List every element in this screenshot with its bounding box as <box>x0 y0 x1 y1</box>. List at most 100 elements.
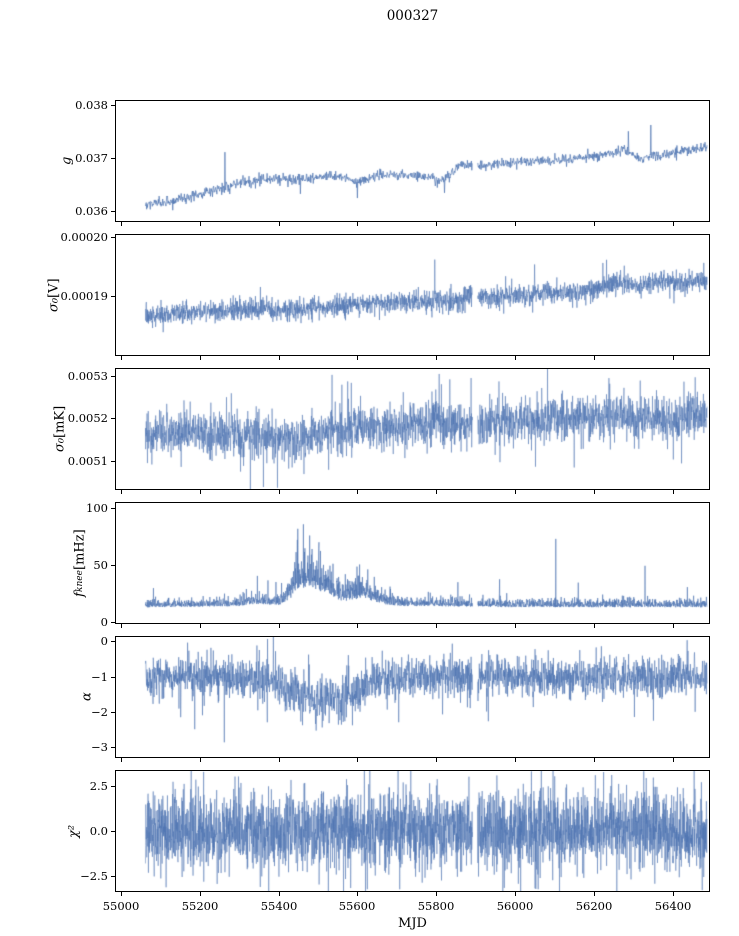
plot-area-alpha <box>116 637 709 757</box>
subplot-alpha: α 0 −1 −2 −3 <box>0 634 739 762</box>
x-tick-mark <box>673 490 674 494</box>
plot-area-sigma0_mK <box>116 369 709 489</box>
y-tick-label: 50 <box>93 558 108 572</box>
y-tick-label: 0.0051 <box>67 454 108 468</box>
plot-box-chi2 <box>115 770 710 892</box>
y-tick-label: 0.00019 <box>60 289 108 303</box>
x-tick-mark <box>436 490 437 494</box>
subplot-fknee: f knee [mHz] 100 50 0 <box>0 501 739 629</box>
x-tick-mark <box>357 624 358 628</box>
x-tick-mark <box>594 356 595 360</box>
y-tick-mark <box>111 677 115 678</box>
x-tick-mark <box>279 356 280 360</box>
plot-box-alpha <box>115 636 710 758</box>
y-axis-label-subscript: knee <box>75 569 85 592</box>
y-tick-label: 0.038 <box>75 98 108 112</box>
x-tick-mark <box>673 624 674 628</box>
x-tick-mark <box>594 222 595 226</box>
y-tick-mark <box>111 296 115 297</box>
y-tick-mark <box>111 237 115 238</box>
x-tick-label: 56200 <box>575 899 613 913</box>
plot-area-fknee <box>116 503 709 623</box>
x-tick-mark <box>515 356 516 360</box>
x-tick-mark <box>436 356 437 360</box>
x-tick-mark <box>673 356 674 360</box>
y-tick-label: −2.5 <box>80 869 108 883</box>
x-tick-mark <box>200 222 201 226</box>
x-tick-mark <box>279 490 280 494</box>
x-tick-mark <box>673 222 674 226</box>
y-tick-label: 100 <box>86 501 108 515</box>
y-tick-label: −2 <box>91 705 108 719</box>
x-tick-mark <box>200 758 201 762</box>
y-tick-mark <box>111 831 115 832</box>
y-tick-label: 0.0053 <box>67 369 108 383</box>
x-tick-mark <box>200 624 201 628</box>
x-tick-mark <box>594 624 595 628</box>
x-tick-label: 56400 <box>654 899 692 913</box>
x-tick-mark <box>357 356 358 360</box>
x-tick-mark <box>436 222 437 226</box>
subplot-sigma0_mK: σ₀ [mK] 0.0053 0.0052 0.0051 <box>0 368 739 494</box>
x-tick-mark <box>515 892 516 896</box>
subplot-sigma0_V: σ₀ [V] 0.00020 0.00019 <box>0 230 739 360</box>
x-tick-mark <box>121 758 122 762</box>
y-tick-label: 2.5 <box>89 779 108 793</box>
x-tick-label: 55000 <box>102 899 140 913</box>
plot-area-g <box>116 101 709 221</box>
x-tick-mark <box>515 758 516 762</box>
subplot-g: g 0.038 0.037 0.036 <box>0 98 739 226</box>
x-tick-mark <box>594 490 595 494</box>
y-tick-label: 0.0052 <box>67 411 108 425</box>
y-axis-label-text: σ₀ <box>52 438 68 453</box>
x-tick-label: 55600 <box>338 899 376 913</box>
x-tick-mark <box>200 892 201 896</box>
y-tick-label: 0.037 <box>75 151 108 165</box>
y-tick-mark <box>111 508 115 509</box>
y-tick-mark <box>111 712 115 713</box>
y-axis-label-sigma0_mK: σ₀ [mK] <box>49 368 71 490</box>
x-tick-label: 55400 <box>260 899 298 913</box>
y-tick-mark <box>111 461 115 462</box>
x-tick-mark <box>673 892 674 896</box>
x-tick-mark <box>279 758 280 762</box>
x-tick-mark <box>121 356 122 360</box>
plot-box-sigma0_V <box>115 234 710 356</box>
x-tick-mark <box>436 892 437 896</box>
y-tick-label: 0.0 <box>89 824 108 838</box>
y-axis-label-text: f <box>72 591 88 597</box>
x-tick-mark <box>515 222 516 226</box>
y-tick-mark <box>111 641 115 642</box>
y-tick-label: −3 <box>91 740 108 754</box>
y-tick-mark <box>111 565 115 566</box>
y-tick-mark <box>111 211 115 212</box>
x-tick-label: 55200 <box>181 899 219 913</box>
y-tick-label: 0 <box>100 634 108 648</box>
plot-box-sigma0_mK <box>115 368 710 490</box>
y-axis-label-text: α <box>79 692 95 702</box>
y-tick-mark <box>111 158 115 159</box>
x-axis-label: MJD <box>398 916 427 931</box>
x-tick-mark <box>200 490 201 494</box>
x-tick-mark <box>121 892 122 896</box>
x-tick-mark <box>357 222 358 226</box>
x-tick-mark <box>121 222 122 226</box>
x-tick-mark <box>200 356 201 360</box>
x-tick-mark <box>515 624 516 628</box>
x-tick-mark <box>357 758 358 762</box>
plot-area-chi2 <box>116 771 709 891</box>
subplot-chi2: χ² 2.5 0.0 −2.5 <box>0 770 739 896</box>
y-tick-mark <box>111 876 115 877</box>
x-tick-label: 56000 <box>496 899 534 913</box>
x-tick-mark <box>436 758 437 762</box>
x-tick-label: 55800 <box>417 899 455 913</box>
y-tick-label: 0.036 <box>75 204 108 218</box>
y-tick-mark <box>111 418 115 419</box>
x-tick-mark <box>357 892 358 896</box>
y-tick-label: 0 <box>100 615 108 629</box>
x-tick-mark <box>121 490 122 494</box>
x-tick-mark <box>279 624 280 628</box>
plot-box-fknee <box>115 502 710 624</box>
x-tick-mark <box>673 758 674 762</box>
